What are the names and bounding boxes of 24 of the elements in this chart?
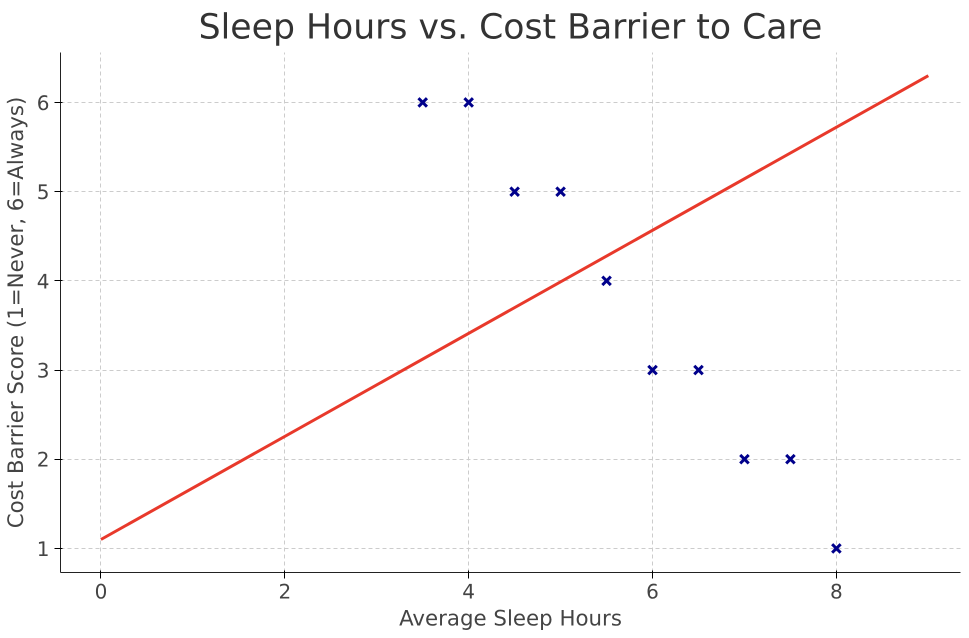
x-tick-label: 8 — [830, 580, 843, 604]
y-axis-title: Cost Barrier Score (1=Never, 6=Always) — [4, 96, 29, 528]
point — [600, 275, 612, 287]
point — [738, 453, 750, 465]
y-tick-label: 2 — [36, 448, 50, 472]
point — [692, 364, 704, 376]
point — [554, 186, 566, 198]
x-axis-title: Average Sleep Hours — [399, 606, 622, 632]
y-tick-label: 6 — [36, 90, 50, 115]
x-tick-label: 0 — [94, 580, 108, 604]
point — [416, 96, 428, 108]
x-tick-label: 2 — [278, 580, 292, 604]
chart-title: Sleep Hours vs. Cost Barrier to Care — [198, 8, 822, 48]
x-tick-label: 6 — [646, 580, 659, 604]
x-tick-label: 4 — [462, 580, 476, 604]
y-tick-label: 5 — [36, 180, 50, 204]
y-tick-label: 4 — [36, 269, 50, 294]
point — [784, 453, 796, 465]
point — [830, 542, 842, 554]
y-tick-label: 3 — [36, 358, 50, 383]
point — [508, 186, 520, 198]
point — [462, 96, 474, 108]
point — [646, 364, 658, 376]
y-tick-label: 1 — [36, 536, 50, 561]
